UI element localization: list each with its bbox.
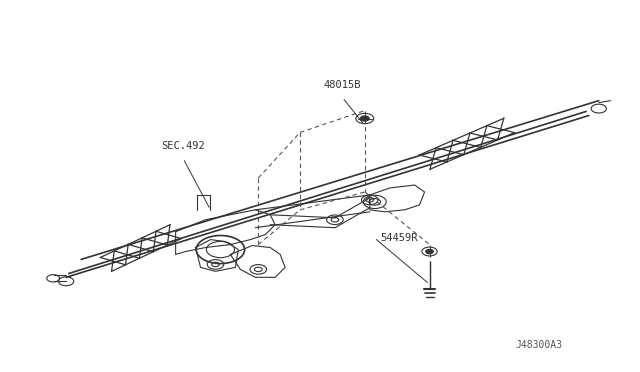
Text: SEC.492: SEC.492 xyxy=(161,141,205,151)
Text: 54459R: 54459R xyxy=(381,233,418,243)
Circle shape xyxy=(426,249,433,254)
Circle shape xyxy=(360,116,369,121)
Text: 48015B: 48015B xyxy=(324,80,361,90)
Text: J48300A3: J48300A3 xyxy=(515,340,562,350)
